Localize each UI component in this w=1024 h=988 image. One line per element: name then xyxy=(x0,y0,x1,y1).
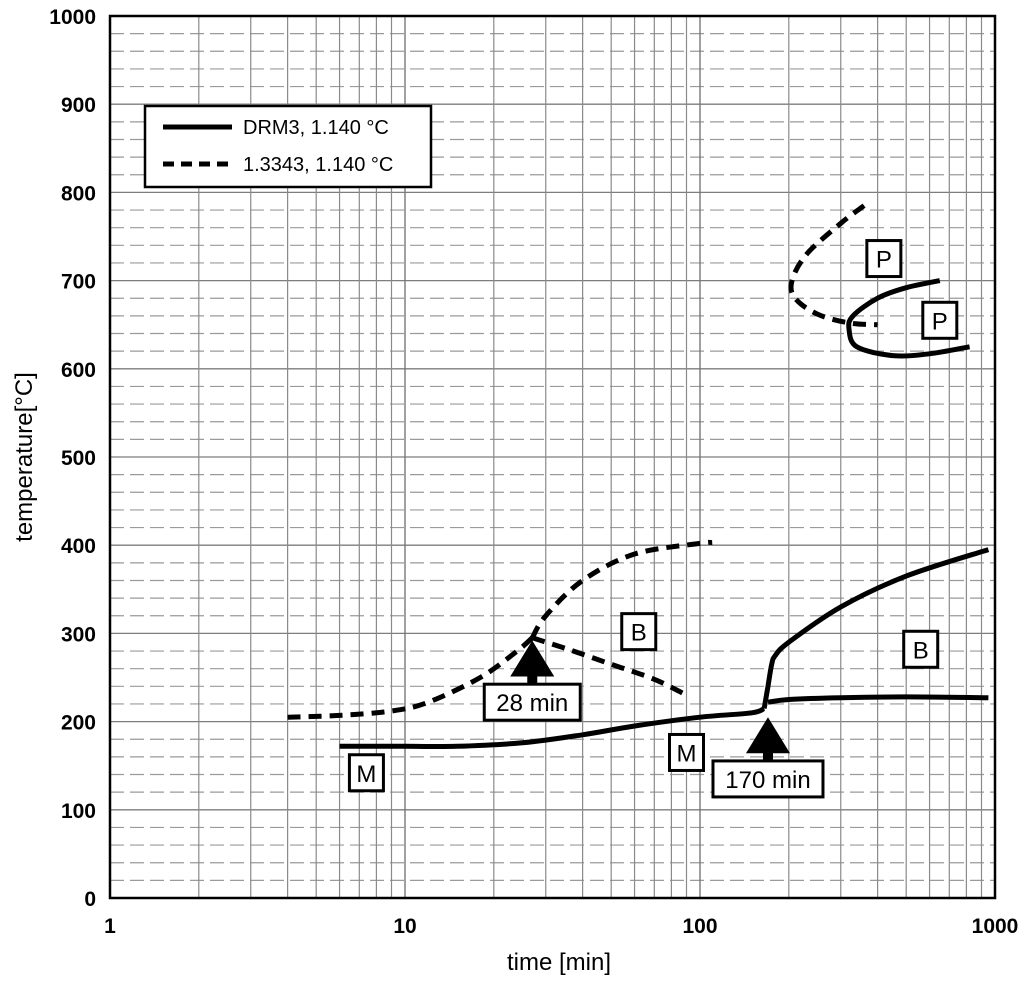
y-tick-label: 400 xyxy=(61,535,96,558)
series-line xyxy=(846,278,971,359)
annotation: P xyxy=(865,239,903,279)
annotation-label: 28 min xyxy=(496,690,568,717)
y-tick-label: 200 xyxy=(61,712,96,735)
annotation: P xyxy=(921,300,959,340)
y-tick-label: 800 xyxy=(61,182,96,205)
legend-box xyxy=(143,104,433,189)
series-line xyxy=(531,635,688,698)
y-tick-label: 900 xyxy=(61,94,96,117)
x-axis-label: time [min] xyxy=(507,949,611,976)
annotation: 170 min xyxy=(711,717,825,799)
annotation-box xyxy=(711,759,825,799)
annotation: M xyxy=(347,753,385,793)
plot-frame xyxy=(108,14,997,900)
series-line xyxy=(761,547,990,709)
y-tick-label: 500 xyxy=(61,447,96,470)
annotation-arrow xyxy=(510,640,555,685)
y-tick-label: 700 xyxy=(61,271,96,294)
annotation-label: M xyxy=(677,740,697,767)
y-tick-label: 600 xyxy=(61,359,96,382)
annotation-arrow xyxy=(745,717,790,761)
annotation-label: 170 min xyxy=(725,767,810,794)
annotation-box xyxy=(668,732,706,772)
annotation-box xyxy=(921,300,959,340)
annotation-label: M xyxy=(356,761,376,788)
annotation: B xyxy=(620,612,658,652)
x-tick-label: 100 xyxy=(682,915,717,938)
x-tick-label: 1000 xyxy=(972,915,1019,938)
legend-label-13343: 1.3343, 1.140 °C xyxy=(243,154,393,176)
series-line xyxy=(530,539,713,640)
series-line xyxy=(339,706,766,750)
series-drm3 xyxy=(339,278,990,750)
series-layer xyxy=(287,203,990,750)
y-tick-label: 100 xyxy=(61,800,96,823)
y-tick-label: 1000 xyxy=(49,6,96,29)
annotation-box xyxy=(347,753,385,793)
x-tick-label: 10 xyxy=(393,915,416,938)
y-tick-label: 300 xyxy=(61,623,96,646)
series-line xyxy=(767,694,989,705)
annotation-box xyxy=(482,682,582,722)
y-axis-label: temperature[°C] xyxy=(11,372,38,542)
annotation-box xyxy=(620,612,658,652)
annotation-box xyxy=(902,629,940,669)
annotation: 28 min xyxy=(482,640,582,722)
y-tick-label: 0 xyxy=(84,888,96,911)
annotation-box xyxy=(865,239,903,279)
series-13343 xyxy=(287,203,878,720)
annotation-label: B xyxy=(631,620,647,647)
legend: DRM3, 1.140 °C 1.3343, 1.140 °C xyxy=(143,104,433,189)
arrow-head xyxy=(745,717,790,754)
legend-label-drm3: DRM3, 1.140 °C xyxy=(243,117,389,139)
annotation-label: B xyxy=(913,637,929,664)
annotation-layer: P P B B M M 28 min 170 min xyxy=(347,239,959,799)
x-tick-label: 1 xyxy=(104,915,116,938)
grid-major-horizontal xyxy=(110,103,995,811)
annotation: M xyxy=(668,732,706,772)
series-line xyxy=(788,203,878,328)
annotation-label: P xyxy=(932,308,948,335)
arrow-head xyxy=(510,640,555,677)
annotation: B xyxy=(902,629,940,669)
series-line xyxy=(287,635,534,720)
annotation-label: P xyxy=(876,247,892,274)
y-tick-labels: 0 100 200 300 400 500 600 700 800 900 1000 xyxy=(49,6,96,911)
x-tick-labels: 1 10 100 1000 xyxy=(104,915,1018,938)
